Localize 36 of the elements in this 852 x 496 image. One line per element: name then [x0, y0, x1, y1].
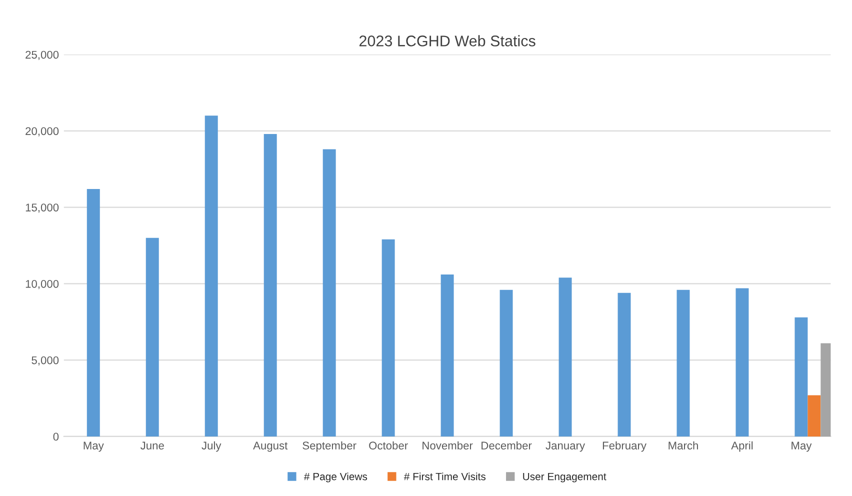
x-tick-label: September — [302, 441, 356, 452]
legend-label: # Page Views — [304, 472, 368, 482]
y-tick-label: 5,000 — [32, 356, 59, 366]
y-tick-label: 20,000 — [26, 127, 59, 136]
y-tick-label: 10,000 — [26, 280, 59, 290]
x-tick-label: April — [731, 441, 753, 452]
bar — [440, 274, 454, 436]
bar — [204, 116, 218, 436]
x-tick-label: November — [422, 441, 473, 450]
x-tick-label: May — [84, 442, 104, 452]
x-tick-label: March — [668, 441, 698, 450]
bar — [146, 238, 159, 436]
bar — [676, 290, 690, 436]
bar — [322, 149, 336, 436]
x-tick-label: December — [482, 441, 532, 450]
y-tick-label: 25,000 — [26, 50, 59, 60]
chart-title: 2023 LCGHD Web Statics — [359, 35, 536, 46]
legend-label: User Engagement — [523, 472, 606, 482]
x-tick-label: June — [140, 442, 164, 450]
bar — [736, 288, 749, 436]
bar — [558, 278, 572, 436]
bar — [264, 134, 277, 436]
legend-label: # First Time Visits — [404, 472, 486, 480]
x-tick-label: February — [602, 441, 646, 452]
bar — [382, 239, 395, 436]
x-tick-label: October — [369, 441, 408, 450]
y-tick-label: 0 — [53, 432, 59, 441]
bar — [500, 290, 513, 436]
x-tick-label: July — [202, 441, 222, 452]
bar — [86, 188, 100, 436]
bar — [618, 292, 631, 436]
y-tick-label: 15,000 — [26, 204, 59, 213]
bar — [794, 317, 808, 436]
x-tick-label: August — [253, 442, 288, 452]
x-tick-label: May — [792, 442, 812, 452]
x-tick-label: January — [546, 442, 586, 452]
